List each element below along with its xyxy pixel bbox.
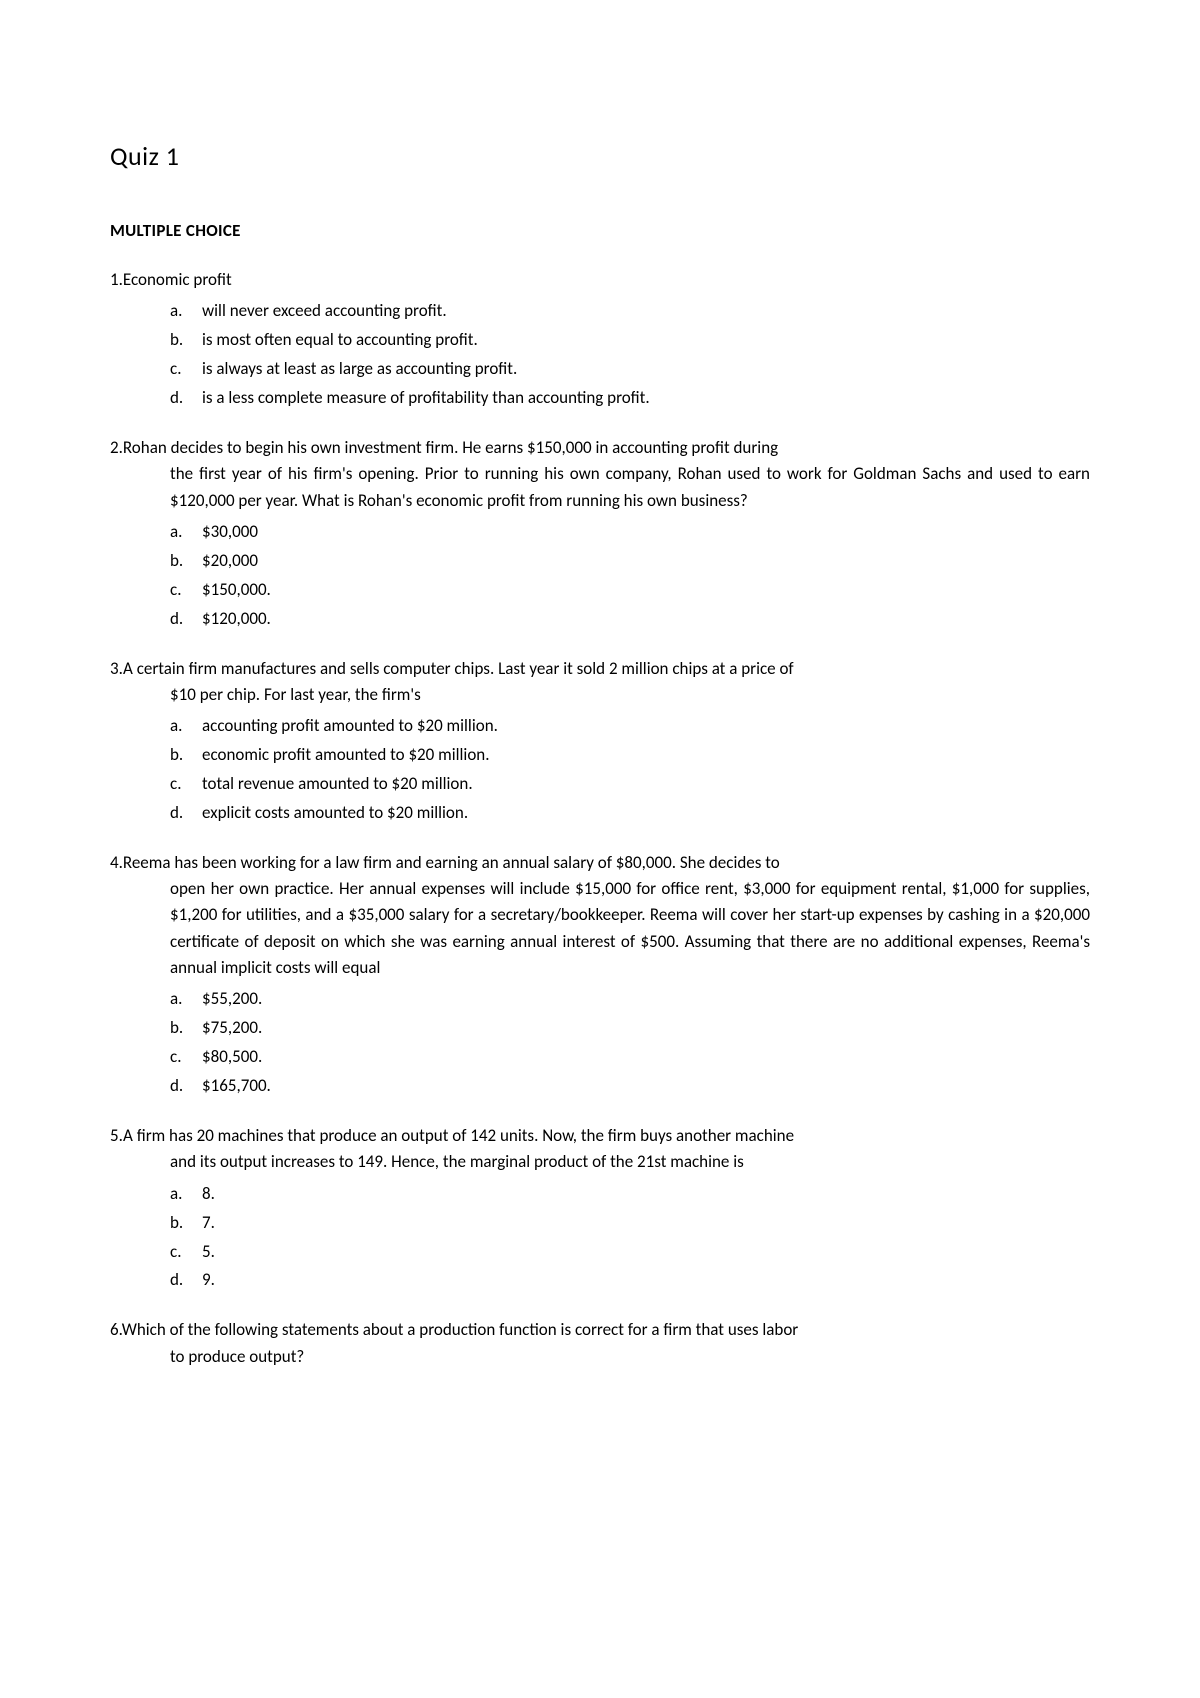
option-letter: b. (170, 1014, 202, 1043)
question-text: 2.Rohan decides to begin his own investm… (110, 435, 1090, 461)
option-letter: a. (170, 1180, 202, 1209)
question-number: 5. (110, 1125, 123, 1146)
options-list: a.$55,200.b.$75,200.c.$80,500.d.$165,700… (110, 985, 1090, 1101)
option: b.$75,200. (170, 1014, 1090, 1043)
option: c.total revenue amounted to $20 million. (170, 770, 1090, 799)
question-continuation: the first year of his firm's opening. Pr… (110, 461, 1090, 514)
option-text: $55,200. (202, 985, 1090, 1014)
option-letter: d. (170, 799, 202, 828)
option: b.7. (170, 1209, 1090, 1238)
option: d.9. (170, 1266, 1090, 1295)
option-letter: a. (170, 518, 202, 547)
question-continuation: open her own practice. Her annual expens… (110, 876, 1090, 981)
question: 4.Reema has been working for a law firm … (110, 850, 1090, 1101)
question: 2.Rohan decides to begin his own investm… (110, 435, 1090, 634)
option-text: total revenue amounted to $20 million. (202, 770, 1090, 799)
option-letter: b. (170, 1209, 202, 1238)
option-text: 7. (202, 1209, 1090, 1238)
option-text: 8. (202, 1180, 1090, 1209)
question-continuation: to produce output? (110, 1344, 1090, 1370)
question-number: 2. (110, 437, 123, 458)
option-letter: d. (170, 1072, 202, 1101)
question-text: 6.Which of the following statements abou… (110, 1317, 1090, 1343)
option-text: is most often equal to accounting profit… (202, 326, 1090, 355)
option-text: $30,000 (202, 518, 1090, 547)
question: 5.A firm has 20 machines that produce an… (110, 1123, 1090, 1295)
question-text: 5.A firm has 20 machines that produce an… (110, 1123, 1090, 1149)
option: c.$150,000. (170, 576, 1090, 605)
question: 6.Which of the following statements abou… (110, 1317, 1090, 1370)
option-text: economic profit amounted to $20 million. (202, 741, 1090, 770)
option-letter: a. (170, 712, 202, 741)
question-text: 3.A certain firm manufactures and sells … (110, 656, 1090, 682)
option: b.economic profit amounted to $20 millio… (170, 741, 1090, 770)
option-letter: c. (170, 355, 202, 384)
option-letter: d. (170, 384, 202, 413)
question-number: 4. (110, 852, 123, 873)
option: a.will never exceed accounting profit. (170, 297, 1090, 326)
option-letter: b. (170, 547, 202, 576)
option-letter: c. (170, 770, 202, 799)
option-text: accounting profit amounted to $20 millio… (202, 712, 1090, 741)
option: d.is a less complete measure of profitab… (170, 384, 1090, 413)
option-letter: c. (170, 1043, 202, 1072)
question-stem: Economic profit (123, 269, 232, 290)
option-letter: c. (170, 576, 202, 605)
question-stem: Rohan decides to begin his own investmen… (123, 437, 778, 458)
option-letter: a. (170, 985, 202, 1014)
option: d.explicit costs amounted to $20 million… (170, 799, 1090, 828)
option-text: $165,700. (202, 1072, 1090, 1101)
page-title: Quiz 1 (110, 140, 1090, 172)
option-text: is always at least as large as accountin… (202, 355, 1090, 384)
option-text: 9. (202, 1266, 1090, 1295)
options-list: a.$30,000b.$20,000c.$150,000.d.$120,000. (110, 518, 1090, 634)
option-letter: c. (170, 1238, 202, 1267)
question-stem: A certain firm manufactures and sells co… (123, 658, 794, 679)
question-number: 6. (110, 1319, 122, 1340)
option-letter: a. (170, 297, 202, 326)
option: c.5. (170, 1238, 1090, 1267)
option-text: is a less complete measure of profitabil… (202, 384, 1090, 413)
question: 1.Economic profit a.will never exceed acc… (110, 267, 1090, 413)
options-list: a.8.b.7.c.5.d.9. (110, 1180, 1090, 1296)
option-letter: d. (170, 605, 202, 634)
option: a.8. (170, 1180, 1090, 1209)
question-stem: Reema has been working for a law firm an… (123, 852, 780, 873)
options-list: a.accounting profit amounted to $20 mill… (110, 712, 1090, 828)
option-letter: d. (170, 1266, 202, 1295)
question-continuation: $10 per chip. For last year, the firm's (110, 682, 1090, 708)
option: a.accounting profit amounted to $20 mill… (170, 712, 1090, 741)
option-text: $75,200. (202, 1014, 1090, 1043)
option: c.is always at least as large as account… (170, 355, 1090, 384)
question-number: 1. (110, 269, 123, 290)
options-list: a.will never exceed accounting profit.b.… (110, 297, 1090, 413)
option-text: $20,000 (202, 547, 1090, 576)
option: b.$20,000 (170, 547, 1090, 576)
option: b.is most often equal to accounting prof… (170, 326, 1090, 355)
question-stem: A firm has 20 machines that produce an o… (123, 1125, 794, 1146)
option-text: explicit costs amounted to $20 million. (202, 799, 1090, 828)
option: d.$120,000. (170, 605, 1090, 634)
question-continuation: and its output increases to 149. Hence, … (110, 1149, 1090, 1175)
question-text: 4.Reema has been working for a law firm … (110, 850, 1090, 876)
option-text: $150,000. (202, 576, 1090, 605)
option-text: $80,500. (202, 1043, 1090, 1072)
option-letter: b. (170, 326, 202, 355)
option: c.$80,500. (170, 1043, 1090, 1072)
option: a.$30,000 (170, 518, 1090, 547)
option: d.$165,700. (170, 1072, 1090, 1101)
option-text: 5. (202, 1238, 1090, 1267)
question: 3.A certain firm manufactures and sells … (110, 656, 1090, 828)
question-text: 1.Economic profit (110, 267, 1090, 293)
option-text: will never exceed accounting profit. (202, 297, 1090, 326)
option: a.$55,200. (170, 985, 1090, 1014)
option-letter: b. (170, 741, 202, 770)
questions-container: 1.Economic profita.will never exceed acc… (110, 267, 1090, 1370)
option-text: $120,000. (202, 605, 1090, 634)
question-number: 3. (110, 658, 123, 679)
section-heading: MULTIPLE CHOICE (110, 220, 1090, 241)
question-stem: Which of the following statements about … (122, 1319, 799, 1340)
